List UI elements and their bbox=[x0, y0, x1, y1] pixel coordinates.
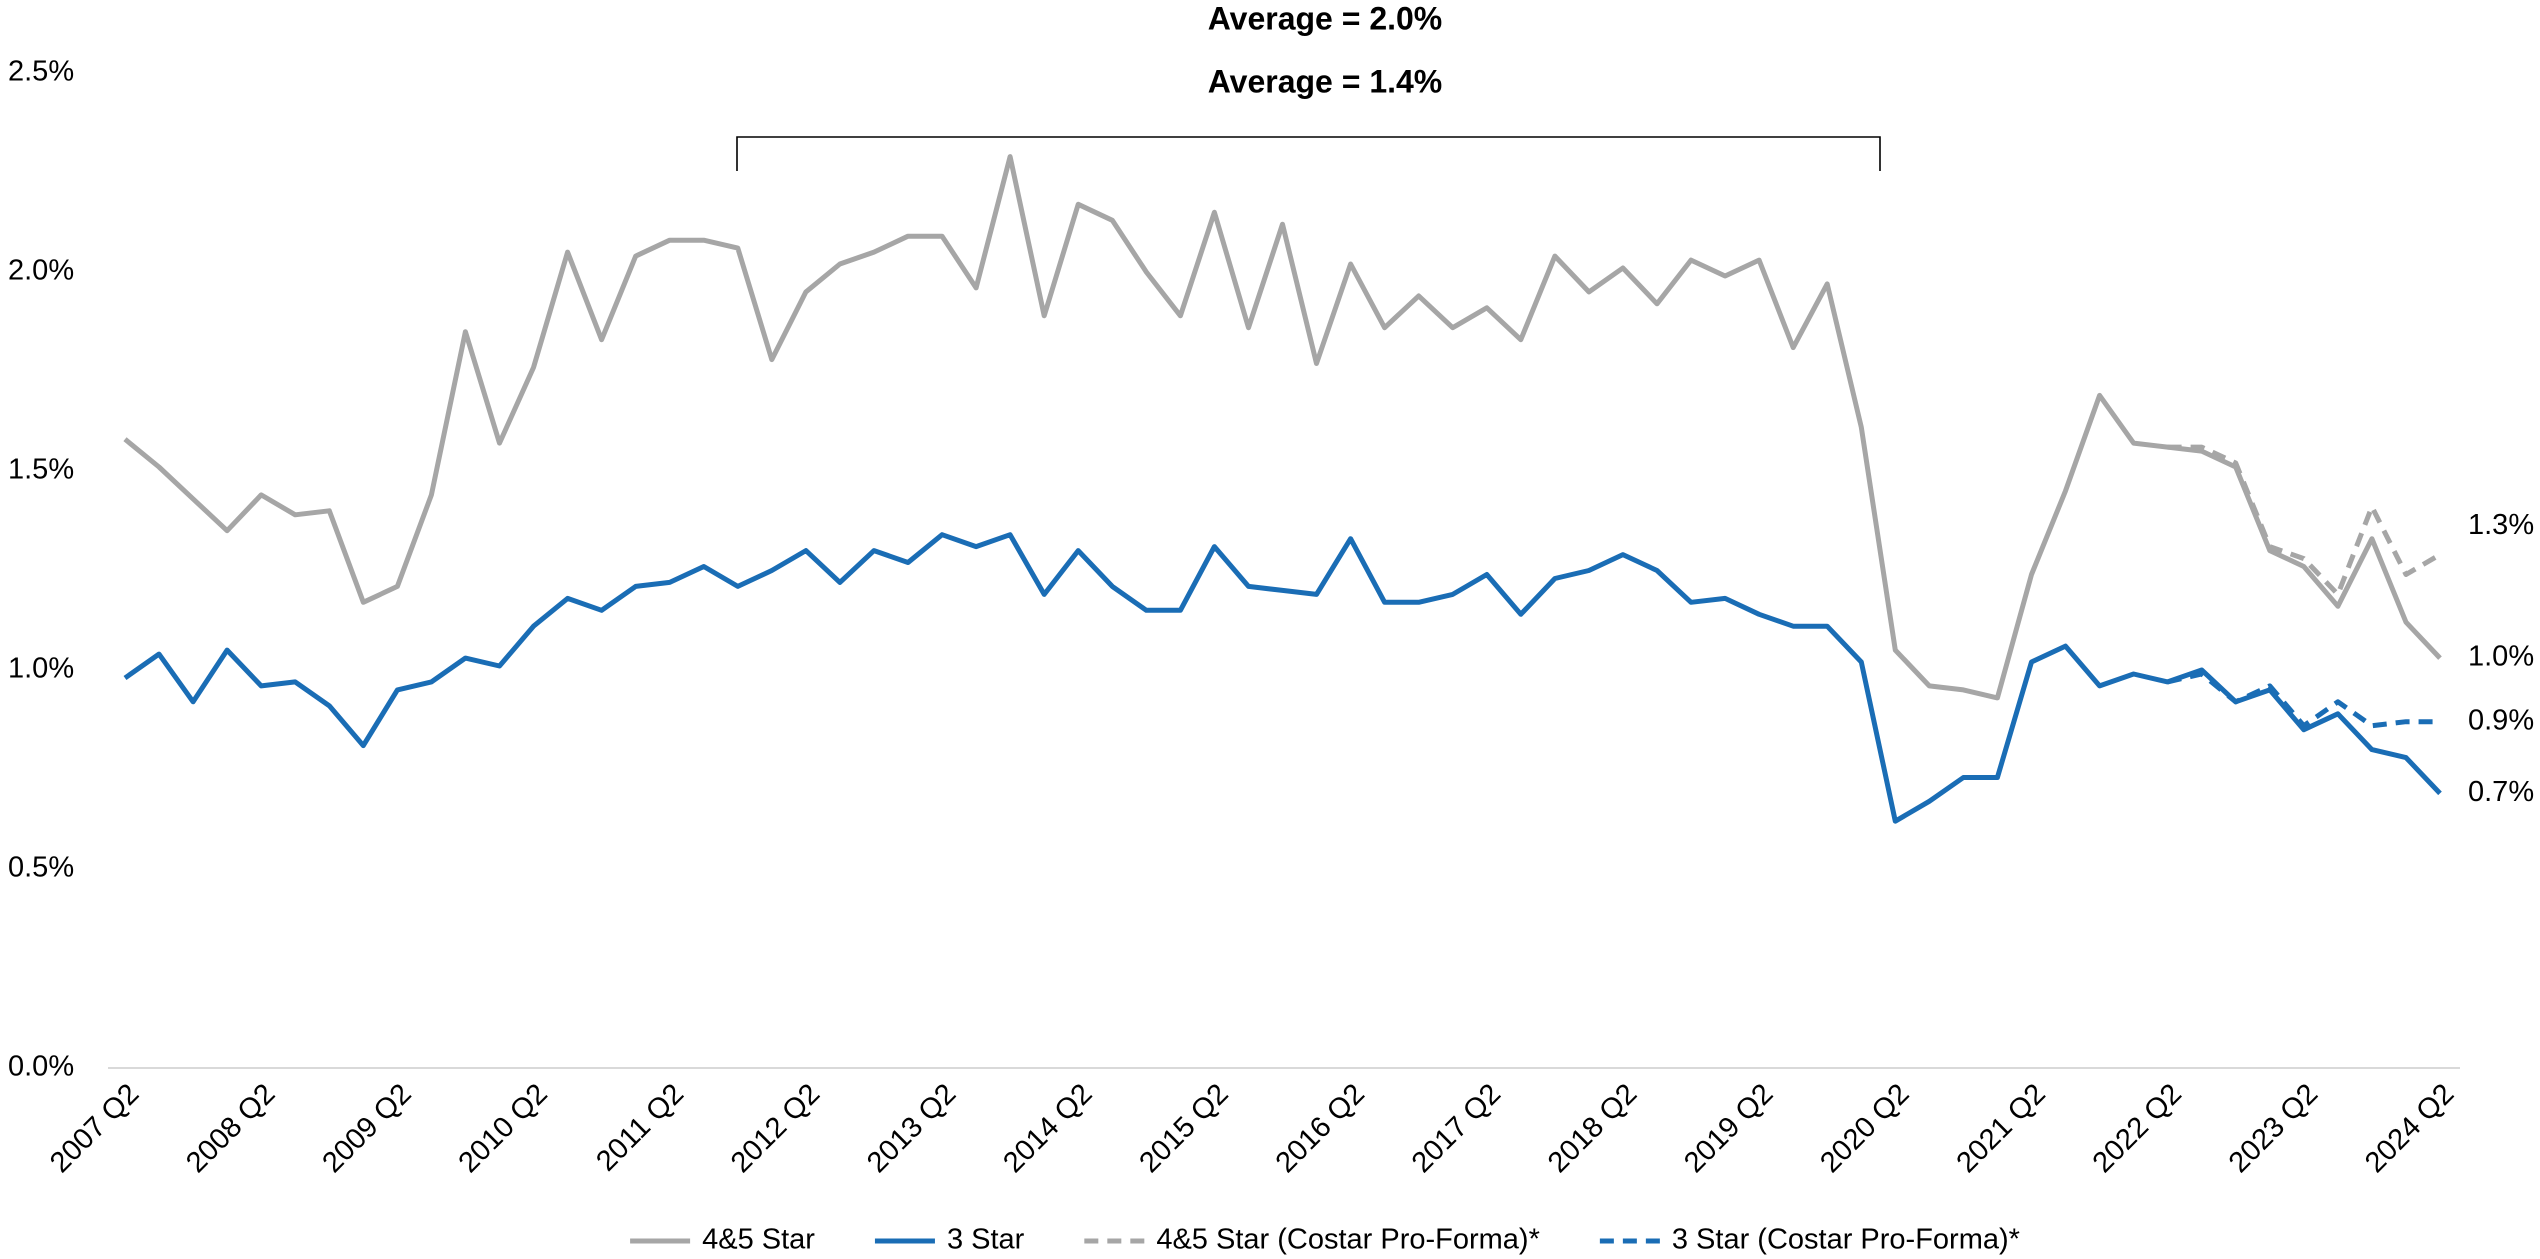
legend-item: 4&5 Star (Costar Pro-Forma)* bbox=[1084, 1224, 1540, 1256]
x-tick-label: 2014 Q2 bbox=[997, 1078, 1098, 1179]
line bbox=[123, 154, 2442, 701]
value-label: 0.7% bbox=[2468, 776, 2534, 808]
annotation: Average = 1.4% bbox=[1208, 63, 1443, 99]
dashed-line bbox=[2167, 671, 2440, 729]
y-tick-label: 2.5% bbox=[8, 56, 74, 88]
y-tick-label: 0.5% bbox=[8, 852, 74, 884]
x-tick-label: 2017 Q2 bbox=[1406, 1078, 1507, 1179]
legend-label: 4&5 Star bbox=[702, 1224, 815, 1256]
average-bracket bbox=[736, 136, 1881, 171]
y-tick-label: 1.0% bbox=[8, 653, 74, 685]
x-tick-label: 2019 Q2 bbox=[1678, 1078, 1779, 1179]
dashed-line bbox=[2167, 444, 2442, 597]
x-tick-label: 2007 Q2 bbox=[44, 1078, 145, 1179]
x-tick-label: 2008 Q2 bbox=[180, 1078, 281, 1179]
x-tick-label: 2018 Q2 bbox=[1542, 1078, 1643, 1179]
legend-item: 3 Star bbox=[874, 1224, 1025, 1256]
x-tick-label: 2010 Q2 bbox=[453, 1078, 554, 1179]
legend: 4&5 Star 3 Star 4&5 Star (Costar Pro-Forma… bbox=[630, 1224, 2020, 1256]
legend-item: 3 Star (Costar Pro-Forma)* bbox=[1599, 1224, 2020, 1256]
value-label: 0.9% bbox=[2468, 704, 2534, 736]
x-tick-label: 2009 Q2 bbox=[316, 1078, 417, 1179]
line bbox=[123, 532, 2442, 824]
x-tick-label: 2020 Q2 bbox=[1814, 1078, 1915, 1179]
legend-label: 4&5 Star (Costar Pro-Forma)* bbox=[1156, 1224, 1540, 1256]
y-tick-label: 2.0% bbox=[8, 255, 74, 287]
x-tick-label: 2016 Q2 bbox=[1270, 1078, 1371, 1179]
value-label: 1.0% bbox=[2468, 641, 2534, 673]
x-tick-label: 2015 Q2 bbox=[1133, 1078, 1234, 1179]
annotation: Average = 2.0% bbox=[1208, 0, 1443, 36]
legend-label: 3 Star (Costar Pro-Forma)* bbox=[1672, 1224, 2020, 1256]
y-tick-label: 1.5% bbox=[8, 454, 74, 486]
legend-label: 3 Star bbox=[947, 1224, 1025, 1256]
x-tick-label: 2021 Q2 bbox=[1951, 1078, 2052, 1179]
x-tick-label: 2023 Q2 bbox=[2223, 1078, 2324, 1179]
x-tick-label: 2024 Q2 bbox=[2359, 1078, 2460, 1179]
x-tick-label: 2012 Q2 bbox=[725, 1078, 826, 1179]
x-tick-label: 2011 Q2 bbox=[590, 1078, 690, 1178]
x-tick-label: 2022 Q2 bbox=[2087, 1078, 2188, 1179]
value-label: 1.3% bbox=[2468, 509, 2534, 541]
legend-item: 4&5 Star bbox=[630, 1224, 815, 1256]
y-tick-label: 0.0% bbox=[8, 1051, 74, 1083]
x-tick-label: 2013 Q2 bbox=[861, 1078, 962, 1179]
